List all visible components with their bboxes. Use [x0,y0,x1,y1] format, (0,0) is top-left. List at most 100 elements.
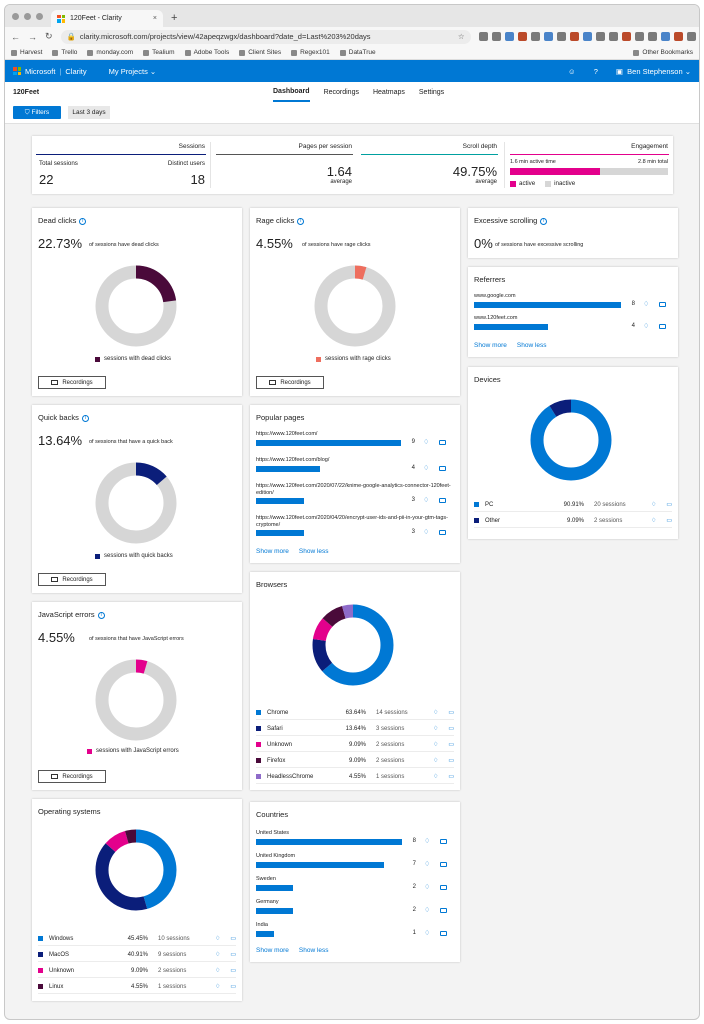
list-item[interactable]: United Kingdom 7 ♢ [256,851,454,874]
heatmap-icon[interactable]: ♢ [650,518,657,524]
camera-icon[interactable]: ▭ [448,742,454,748]
heatmap-icon[interactable]: ♢ [424,884,431,891]
legend-row[interactable]: Chrome 63.64% 14 sessions ♢ ▭ [256,706,454,720]
bookmark-item[interactable]: Regex101 [291,49,330,56]
info-icon[interactable]: i [297,217,305,225]
bookmark-star-icon[interactable]: ☆ [457,32,465,41]
popular-pages-show-more[interactable]: Show more [256,548,289,555]
list-item[interactable]: www.google.com 8 ♢ [474,291,672,313]
camera-icon[interactable]: ▭ [448,758,454,764]
list-item[interactable]: https://www.120feet.com/2020/07/22/knime… [256,481,454,513]
heatmap-icon[interactable]: ♢ [432,710,439,716]
heatmap-icon[interactable]: ♢ [214,968,221,974]
camera-icon[interactable] [659,324,666,329]
info-icon[interactable]: i [97,611,105,619]
filters-button[interactable]: ⛉ Filters [13,106,61,119]
bookmark-item[interactable]: Adobe Tools [184,49,229,56]
heatmap-icon[interactable]: ♢ [424,930,431,937]
legend-row[interactable]: HeadlessChrome 4.55% 1 sessions ♢ ▭ [256,770,454,784]
heatmap-icon[interactable]: ♢ [214,984,221,990]
countries-show-more[interactable]: Show more [256,947,289,954]
window-controls[interactable] [12,13,43,20]
my-projects-menu[interactable]: My Projects ⌄ [108,66,157,76]
heatmap-icon[interactable]: ♢ [432,742,439,748]
js-errors-recordings-button[interactable]: Recordings [38,770,106,783]
bookmark-item[interactable]: Tealium [143,49,175,56]
list-item[interactable]: https://www.120feet.com/9 ♢ [256,429,454,455]
legend-row[interactable]: MacOS 40.91% 9 sessions ♢ ▭ [38,948,236,962]
camera-icon[interactable]: ▭ [666,518,672,524]
heatmap-icon[interactable]: ♢ [432,758,439,764]
tab-recordings[interactable]: Recordings [323,88,359,96]
dead-clicks-recordings-button[interactable]: Recordings [38,376,106,389]
forward-icon[interactable]: → [28,31,37,42]
camera-icon[interactable]: ▭ [666,502,672,508]
legend-row[interactable]: Windows 45.45% 10 sessions ♢ ▭ [38,932,236,946]
camera-icon[interactable] [440,839,447,844]
camera-icon[interactable]: ▭ [230,984,236,990]
heatmap-icon[interactable]: ♢ [423,465,430,472]
legend-row[interactable]: PC 90.91% 20 sessions ♢ ▭ [474,498,672,512]
camera-icon[interactable]: ▭ [448,726,454,732]
heatmap-icon[interactable]: ♢ [432,774,439,780]
heatmap-icon[interactable]: ♢ [643,301,650,308]
extension-icons[interactable] [478,32,699,41]
camera-icon[interactable] [440,908,447,913]
list-item[interactable]: https://www.120feet.com/blog/4 ♢ [256,455,454,481]
heatmap-icon[interactable]: ♢ [650,502,657,508]
camera-icon[interactable] [440,862,447,867]
back-icon[interactable]: ← [11,31,20,42]
other-bookmarks[interactable]: Other Bookmarks [633,49,693,56]
legend-row[interactable]: Unknown 9.09% 2 sessions ♢ ▭ [256,738,454,752]
date-range-button[interactable]: Last 3 days [68,106,110,119]
url-field[interactable]: 🔒 clarity.microsoft.com/projects/view/42a… [60,29,471,44]
tab-close-icon[interactable]: × [152,15,157,22]
info-icon[interactable]: i [81,414,89,422]
list-item[interactable]: India 1 ♢ [256,920,454,943]
camera-icon[interactable]: ▭ [448,774,454,780]
minimize-window-icon[interactable] [24,13,31,20]
heatmap-icon[interactable]: ♢ [214,952,221,958]
bookmark-item[interactable]: Harvest [11,49,42,56]
user-menu[interactable]: ▣ Ben Stephenson ⌄ [615,66,691,76]
reload-icon[interactable]: ↻ [45,31,53,41]
popular-pages-show-less[interactable]: Show less [298,548,329,555]
camera-icon[interactable] [659,302,666,307]
heatmap-icon[interactable]: ♢ [214,936,221,942]
legend-row[interactable]: Linux 4.55% 1 sessions ♢ ▭ [38,980,236,994]
maximize-window-icon[interactable] [36,13,43,20]
new-tab-icon[interactable]: + [171,12,178,24]
bookmark-item[interactable]: DataTrue [339,49,376,56]
camera-icon[interactable]: ▭ [448,710,454,716]
heatmap-icon[interactable]: ♢ [423,439,430,446]
camera-icon[interactable] [439,498,446,503]
tab-settings[interactable]: Settings [418,88,445,96]
heatmap-icon[interactable]: ♢ [423,529,430,536]
camera-icon[interactable] [439,466,446,471]
list-item[interactable]: Sweden 2 ♢ [256,874,454,897]
legend-row[interactable]: Safari 13.64% 3 sessions ♢ ▭ [256,722,454,736]
heatmap-icon[interactable]: ♢ [424,838,431,845]
legend-row[interactable]: Firefox 9.09% 2 sessions ♢ ▭ [256,754,454,768]
camera-icon[interactable] [439,530,446,535]
list-item[interactable]: United States 8 ♢ [256,828,454,851]
list-item[interactable]: www.120feet.com 4 ♢ [474,313,672,335]
list-item[interactable]: Germany 2 ♢ [256,897,454,920]
help-icon[interactable]: ? [593,66,598,76]
camera-icon[interactable] [439,440,446,445]
legend-row[interactable]: Other 9.09% 2 sessions ♢ ▭ [474,514,672,528]
referrers-show-less[interactable]: Show less [516,342,547,349]
tab-dashboard[interactable]: Dashboard [273,82,310,102]
bookmark-item[interactable]: Trello [52,49,77,56]
tab-heatmaps[interactable]: Heatmaps [372,88,405,96]
camera-icon[interactable] [440,931,447,936]
product-name[interactable]: Clarity [65,66,87,76]
countries-show-less[interactable]: Show less [298,947,329,954]
camera-icon[interactable]: ▭ [230,952,236,958]
info-icon[interactable]: i [540,217,548,225]
bookmark-item[interactable]: Client Sites [239,49,281,56]
info-icon[interactable]: i [79,217,87,225]
heatmap-icon[interactable]: ♢ [432,726,439,732]
heatmap-icon[interactable]: ♢ [424,861,431,868]
heatmap-icon[interactable]: ♢ [424,907,431,914]
